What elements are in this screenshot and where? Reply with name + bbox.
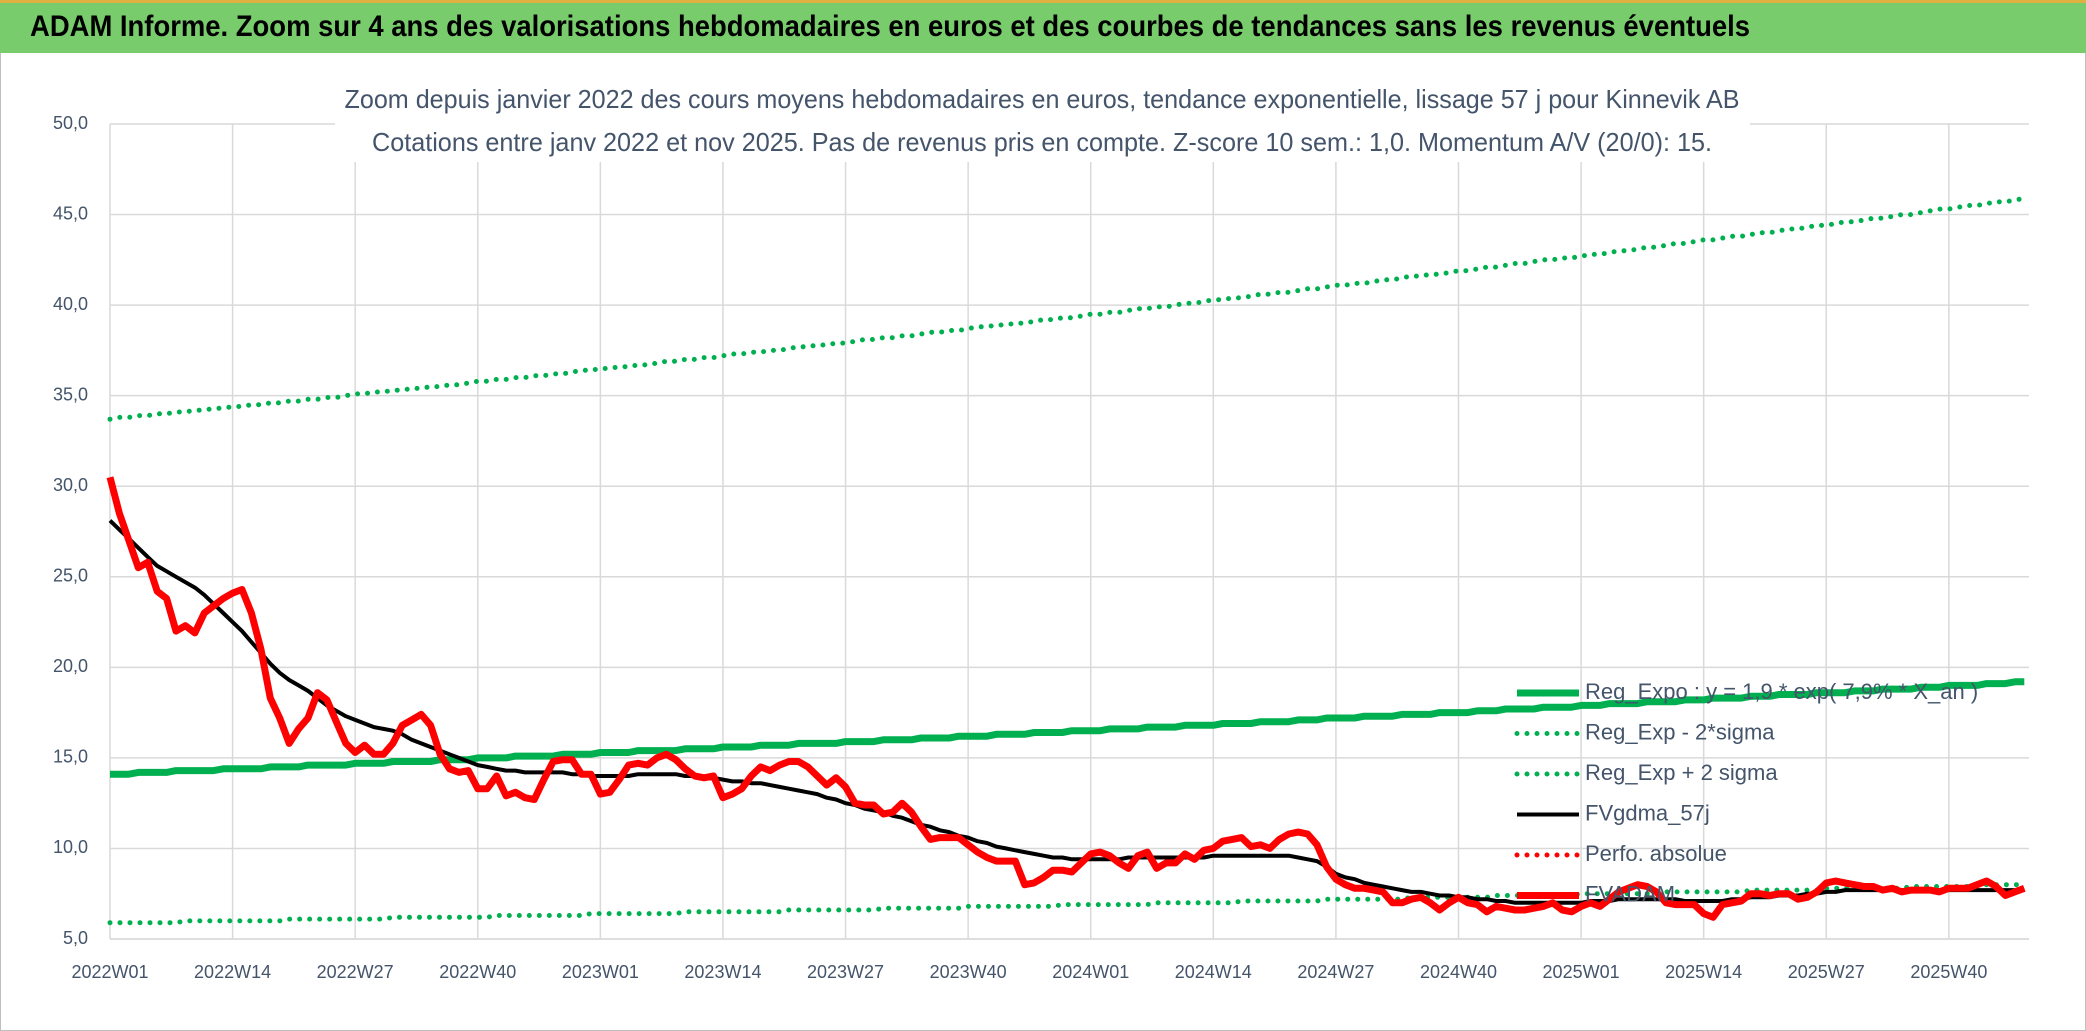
chart-subtitle: Cotations entre janv 2022 et nov 2025. P… [372, 127, 1712, 157]
title-backdrop [335, 82, 1750, 162]
y-tick-label: 35,0 [53, 384, 88, 404]
legend: Reg_Expo : y = 1,9 * exp( 7,9% * X_an ) R… [1514, 679, 1978, 906]
series-line [106, 476, 2026, 921]
x-tick-label: 2022W40 [439, 962, 516, 982]
x-tick-label: 2024W27 [1297, 962, 1374, 982]
legend-label: FVgdma_57j [1585, 800, 1710, 825]
y-tick-label: 5,0 [63, 928, 88, 948]
chart-title: Zoom depuis janvier 2022 des cours moyen… [345, 84, 1740, 114]
header-edge [0, 0, 2086, 3]
legend-label: FVADAM [1585, 881, 1675, 906]
series-line [108, 519, 2025, 905]
y-tick-label: 45,0 [53, 203, 88, 223]
y-tick-label: 20,0 [53, 656, 88, 676]
series-line [110, 678, 2025, 778]
x-tick-label: 2025W14 [1665, 962, 1742, 982]
y-tick-label: 25,0 [53, 566, 88, 586]
legend-label: Perfo. absolue [1585, 841, 1727, 866]
x-tick-label: 2025W40 [1910, 962, 1987, 982]
series-line [107, 882, 2027, 926]
x-tick-label: 2024W40 [1420, 962, 1497, 982]
header-title: ADAM Informe. Zoom sur 4 ans des valoris… [30, 10, 1750, 43]
plot-area: 5,0 10,0 15,0 20,0 25,0 30,0 35,0 40,0 45,0 50,0 2… [53, 113, 2029, 982]
x-tick-label: 2024W01 [1052, 962, 1129, 982]
x-tick-label: 2023W01 [562, 962, 639, 982]
y-tick-label: 10,0 [53, 837, 88, 857]
x-tick-label: 2022W01 [71, 962, 148, 982]
legend-label: Reg_Exp + 2 sigma [1585, 760, 1778, 785]
header-band [0, 0, 2086, 53]
y-tick-label: 15,0 [53, 747, 88, 767]
series-line [107, 195, 2027, 422]
x-tick-label: 2025W27 [1788, 962, 1865, 982]
x-tick-label: 2022W27 [317, 962, 394, 982]
y-tick-label: 30,0 [53, 475, 88, 495]
legend-label: Reg_Expo : y = 1,9 * exp( 7,9% * X_an ) [1585, 679, 1978, 704]
x-tick-label: 2022W14 [194, 962, 271, 982]
x-tick-label: 2025W01 [1543, 962, 1620, 982]
x-tick-label: 2023W27 [807, 962, 884, 982]
y-tick-label: 50,0 [53, 113, 88, 133]
x-tick-label: 2023W40 [930, 962, 1007, 982]
x-tick-label: 2024W14 [1175, 962, 1252, 982]
legend-label: Reg_Exp - 2*sigma [1585, 719, 1775, 744]
x-tick-label: 2023W14 [684, 962, 761, 982]
y-tick-label: 40,0 [53, 294, 88, 314]
